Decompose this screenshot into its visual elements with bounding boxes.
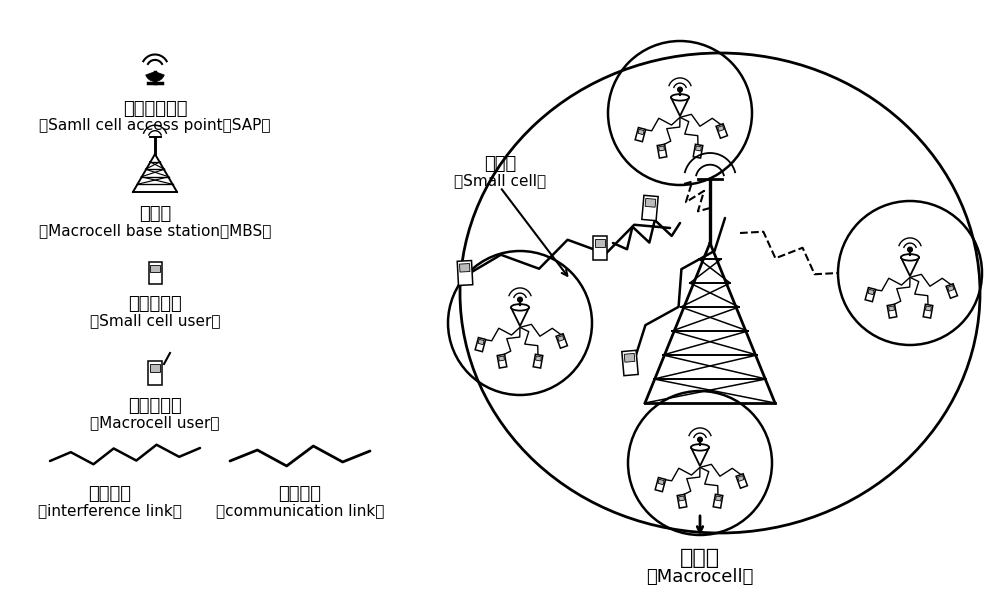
Polygon shape [497,355,507,368]
Polygon shape [868,289,874,295]
Polygon shape [901,257,919,276]
Text: 小小区: 小小区 [484,155,516,173]
Polygon shape [679,496,684,501]
Polygon shape [642,195,658,221]
Polygon shape [593,236,607,260]
Polygon shape [150,364,160,372]
Polygon shape [150,265,160,272]
Ellipse shape [901,254,919,260]
Polygon shape [716,124,727,138]
Polygon shape [148,361,162,385]
Text: 宏小区用户: 宏小区用户 [128,397,182,415]
Polygon shape [887,305,897,318]
Text: 通信链路: 通信链路 [278,485,322,503]
Polygon shape [536,356,541,361]
Polygon shape [645,198,656,207]
Polygon shape [923,305,933,318]
Polygon shape [736,474,747,488]
Text: （interference link）: （interference link） [38,503,182,518]
Polygon shape [558,336,564,341]
Polygon shape [460,264,470,272]
Text: 宏小区: 宏小区 [680,548,720,568]
Text: （Samll cell access point，SAP）: （Samll cell access point，SAP） [39,118,271,133]
Text: （Small cell user）: （Small cell user） [90,313,220,328]
Polygon shape [865,288,876,302]
Polygon shape [478,339,484,345]
Polygon shape [457,260,473,285]
Polygon shape [148,262,162,284]
Circle shape [518,297,522,302]
Polygon shape [622,350,638,376]
Polygon shape [475,338,486,352]
Polygon shape [657,144,667,158]
Polygon shape [889,306,894,311]
Polygon shape [677,494,687,508]
Polygon shape [635,127,646,142]
Polygon shape [696,146,701,151]
Text: （Macrocell user）: （Macrocell user） [90,415,220,430]
Polygon shape [716,496,721,501]
Text: （Macrocell）: （Macrocell） [646,568,754,586]
Ellipse shape [671,94,689,101]
Polygon shape [738,476,744,481]
Text: 宏基站: 宏基站 [139,205,171,223]
Polygon shape [718,125,724,131]
Polygon shape [691,447,709,466]
Polygon shape [533,355,543,368]
Ellipse shape [691,444,709,450]
Polygon shape [659,146,664,151]
Polygon shape [693,144,703,158]
Ellipse shape [511,304,529,311]
Text: （Small cell）: （Small cell） [454,173,546,188]
Text: （Macrocell base station，MBS）: （Macrocell base station，MBS） [39,223,271,238]
Circle shape [678,87,682,92]
Polygon shape [671,97,689,116]
Polygon shape [946,284,957,298]
Polygon shape [948,286,954,291]
Wedge shape [146,72,164,81]
Polygon shape [624,353,635,362]
Polygon shape [658,479,664,485]
Polygon shape [511,308,529,326]
Text: （communication link）: （communication link） [216,503,384,518]
Text: 小小区用户: 小小区用户 [128,295,182,313]
Circle shape [698,437,702,442]
Text: 小小区接入点: 小小区接入点 [123,100,187,118]
Polygon shape [638,129,644,134]
Polygon shape [595,239,605,247]
Circle shape [908,247,912,252]
Polygon shape [655,478,666,491]
Polygon shape [499,356,504,361]
Text: 干扰链路: 干扰链路 [88,485,132,503]
Polygon shape [556,334,567,349]
Polygon shape [926,306,931,311]
Polygon shape [713,494,723,508]
